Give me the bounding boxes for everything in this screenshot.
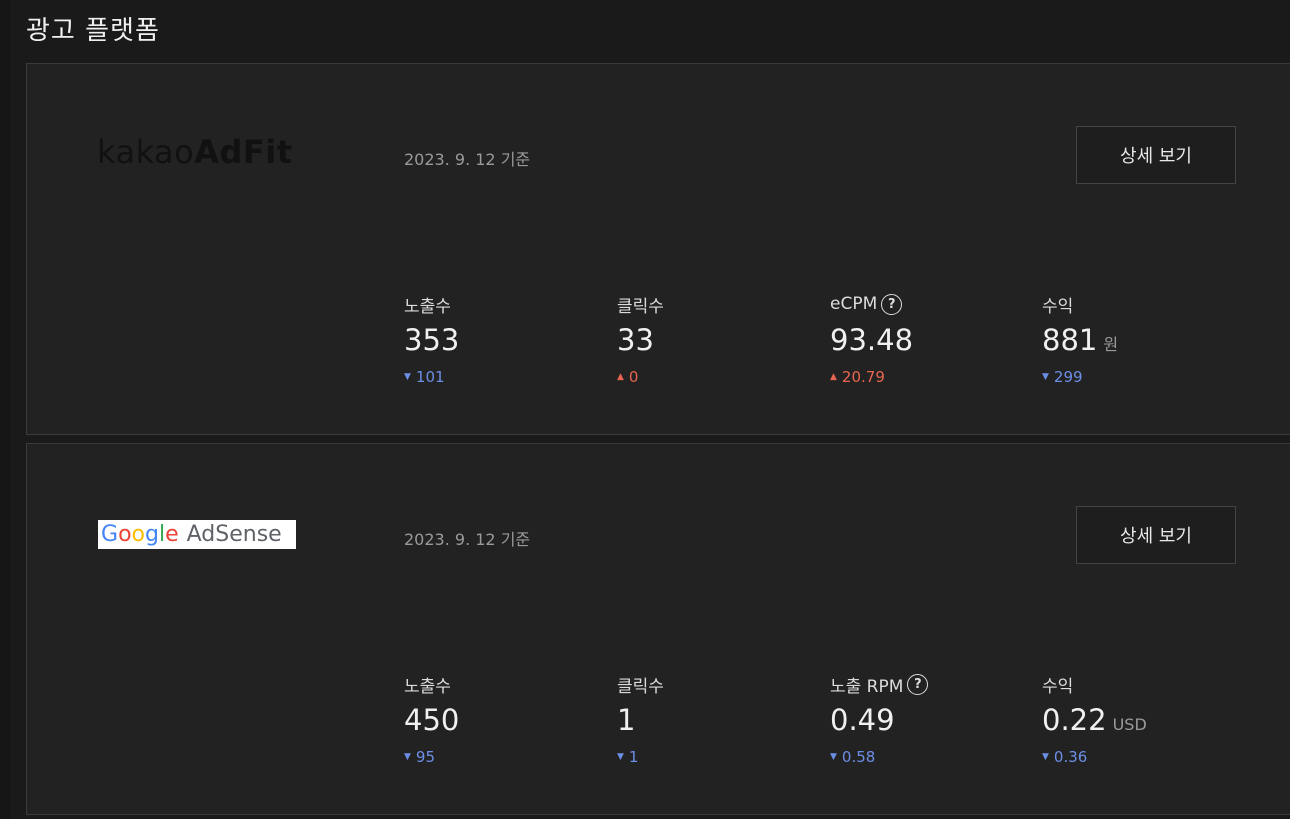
metric-label: 수익 [1042, 296, 1074, 317]
metric-delta: ▼ 0.36 [1042, 748, 1088, 766]
metric-impressions: 노출수 450 ▼ 95 [404, 672, 460, 767]
metric-revenue: 수익 0.22 USD ▼ 0.36 [1042, 672, 1147, 767]
metric-rpm: 노출 RPM? 0.49 ▼ 0.58 [830, 672, 929, 766]
metric-value: 353 [404, 323, 460, 357]
logo-suffix: AdSense [186, 521, 282, 547]
metric-delta: ▼ 0.58 [830, 748, 876, 766]
metric-delta: ▼ 299 [1042, 368, 1083, 386]
triangle-up-icon: ▲ [617, 372, 624, 382]
metric-label: 노출수 [404, 296, 451, 317]
metric-delta: ▼ 101 [404, 368, 445, 386]
left-edge [0, 0, 10, 819]
metric-revenue: 수익 881 원 ▼ 299 [1042, 292, 1119, 387]
metric-impressions: 노출수 353 ▼ 101 [404, 292, 460, 387]
metric-value: 1 [617, 703, 636, 737]
metric-ecpm: eCPM? 93.48 ▲ 20.79 [830, 292, 913, 386]
triangle-down-icon: ▼ [617, 752, 624, 762]
triangle-down-icon: ▼ [404, 372, 411, 382]
logo-prefix: kakao [97, 133, 195, 171]
metric-value: 0.22 USD [1042, 703, 1147, 737]
metric-label: 노출수 [404, 676, 451, 697]
metric-delta: ▼ 95 [404, 748, 436, 766]
triangle-up-icon: ▲ [830, 372, 837, 382]
metric-label: eCPM? [830, 292, 913, 316]
metric-value: 450 [404, 703, 460, 737]
detail-button[interactable]: 상세 보기 [1076, 506, 1236, 564]
metric-delta: ▲ 0 [617, 368, 639, 386]
metric-delta: ▲ 20.79 [830, 368, 885, 386]
metric-label: 수익 [1042, 676, 1074, 697]
report-date: 2023. 9. 12 기준 [404, 150, 531, 169]
metric-delta: ▼ 1 [617, 748, 639, 766]
metric-value: 881 원 [1042, 323, 1119, 357]
metric-label: 클릭수 [617, 676, 664, 697]
detail-button[interactable]: 상세 보기 [1076, 126, 1236, 184]
metric-unit: USD [1112, 715, 1147, 734]
question-circle-icon[interactable]: ? [881, 293, 903, 315]
page-title: 광고 플랫폼 [26, 16, 160, 46]
metric-label: 노출 RPM? [830, 672, 929, 697]
metric-unit: 원 [1103, 335, 1119, 354]
kakao-adfit-logo: kakaoAdFit [97, 136, 293, 168]
triangle-down-icon: ▼ [1042, 752, 1049, 762]
triangle-down-icon: ▼ [830, 752, 837, 762]
triangle-down-icon: ▼ [1042, 372, 1049, 382]
question-circle-icon[interactable]: ? [907, 673, 929, 695]
metric-value: 93.48 [830, 323, 914, 357]
report-date: 2023. 9. 12 기준 [404, 530, 531, 549]
metric-clicks: 클릭수 33 ▲ 0 [617, 292, 664, 387]
triangle-down-icon: ▼ [404, 752, 411, 762]
metric-value: 33 [617, 323, 654, 357]
logo-suffix: AdFit [194, 133, 293, 171]
metric-label: 클릭수 [617, 296, 664, 317]
platform-card-adfit: kakaoAdFit 2023. 9. 12 기준 상세 보기 노출수 353 … [26, 63, 1290, 435]
metric-value: 0.49 [830, 703, 895, 737]
metric-clicks: 클릭수 1 ▼ 1 [617, 672, 664, 767]
